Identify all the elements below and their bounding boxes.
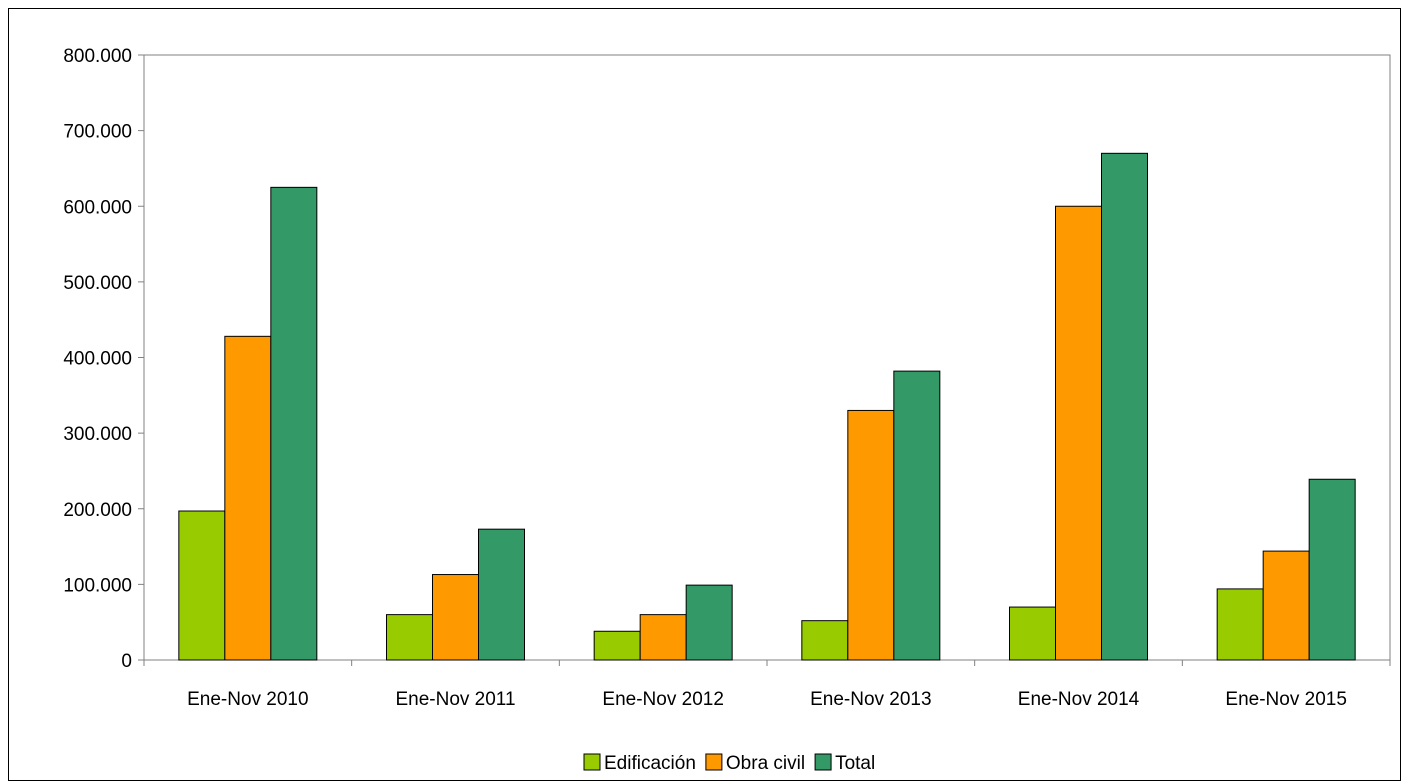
legend: Edificación Obra civil Total [583,753,875,774]
bar-edificación-3 [801,620,849,661]
y-tick-label: 800.000 [63,46,132,67]
x-tick-label: Ene-Nov 2012 [602,689,723,710]
bar-total-4 [1101,152,1148,661]
bar-obra-civil-1 [432,574,479,661]
plot-area [143,54,1391,661]
bar-total-3 [893,370,941,661]
y-tick-label: 700.000 [63,122,132,143]
bar-total-2 [685,584,733,661]
bars [178,152,1356,661]
bar-obra-civil-5 [1262,550,1310,661]
bar-edificación-1 [386,614,433,661]
legend-label: Total [835,753,875,774]
bar-total-1 [478,528,525,661]
y-tick-label: 0 [121,651,132,672]
y-tick-label: 300.000 [63,424,132,445]
x-tick-label: Ene-Nov 2014 [1018,689,1140,710]
y-tick-label: 500.000 [63,273,132,294]
bar-obra-civil-0 [224,335,272,661]
y-tick-label: 200.000 [63,500,132,521]
bar-total-5 [1308,478,1356,661]
bar-obra-civil-3 [847,409,895,661]
x-tick-label: Ene-Nov 2011 [395,689,515,710]
bar-total-0 [270,186,318,661]
y-tick-label: 100.000 [63,575,132,596]
bar-edificación-5 [1216,588,1264,661]
bar-edificación-2 [593,630,641,661]
legend-label: Edificación [604,753,696,774]
bar-obra-civil-2 [639,614,687,661]
y-tick-label: 400.000 [63,349,132,370]
x-tick-label: Ene-Nov 2015 [1225,689,1346,710]
x-tick-label: Ene-Nov 2010 [187,689,308,710]
x-axis: Ene-Nov 2010 Ene-Nov 2011 Ene-Nov 2012 Ene-… [143,659,1391,710]
legend-label: Obra civil [726,753,805,774]
y-axis: 0 100.000 200.000 300.000 400.000 500.000 600.… [63,46,145,672]
bar-edificación-0 [178,510,226,661]
legend-swatch [814,753,832,771]
y-tick-label: 600.000 [63,197,132,218]
x-tick-label: Ene-Nov 2013 [810,689,931,710]
bar-edificación-4 [1009,606,1056,661]
legend-swatch [705,753,723,771]
bar-obra-civil-4 [1055,205,1102,661]
legend-swatch [583,753,601,771]
